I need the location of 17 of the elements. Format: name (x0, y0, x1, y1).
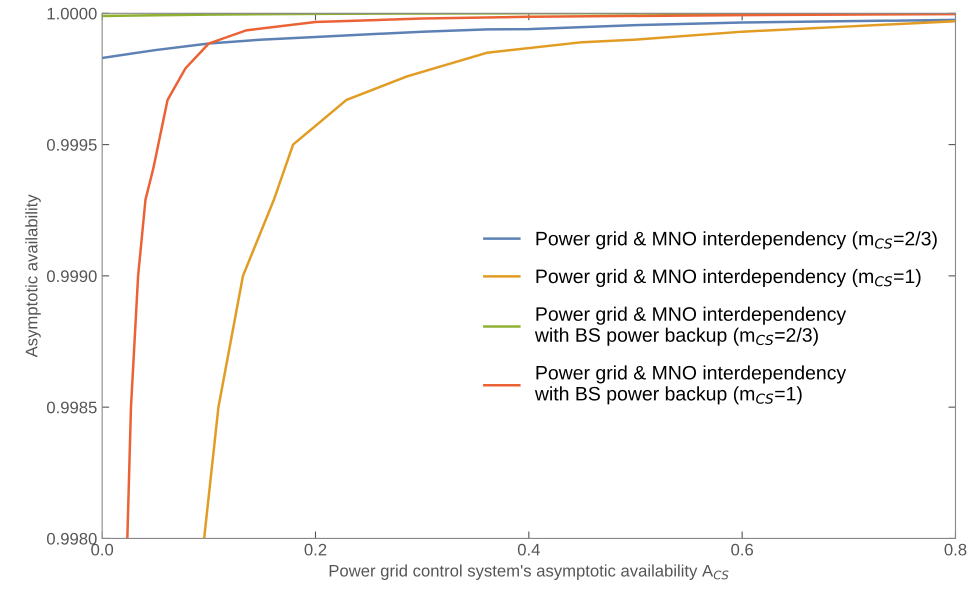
y-tick-label: 0.9985 (46, 402, 97, 414)
x-tick-label: 0.8 (944, 544, 966, 556)
legend-label: Power grid & MNO interdependency with BS power backup (m$_{CS}$=1) (534, 365, 846, 404)
y-tick-label: 0.9995 (46, 138, 97, 151)
y-axis-title: Asymptotic availability (25, 194, 41, 358)
y-tick-label: 1.0000 (48, 8, 97, 20)
x-tick-label: 0.6 (731, 544, 754, 556)
x-axis-title: Power grid control system's asymptotic availability A$_{CS}$ (330, 564, 728, 580)
x-tick-label: 0.2 (304, 544, 326, 556)
x-tick-label: 0.0 (91, 544, 114, 556)
line-series (102, 18, 956, 60)
legend-label: Power grid & MNO interdependency (m$_{CS}$=1) (536, 268, 921, 288)
y-tick-label: 0.9990 (46, 270, 97, 282)
y-tick-label: 0.9980 (46, 532, 97, 545)
legend-label: Power grid & MNO interdependency (m$_{CS}$=2/3) (536, 231, 937, 250)
legend-label: Power grid & MNO interdependency with BS power backup (m$_{CS}$=2/3) (534, 306, 846, 346)
x-tick-label: 0.4 (518, 544, 540, 556)
